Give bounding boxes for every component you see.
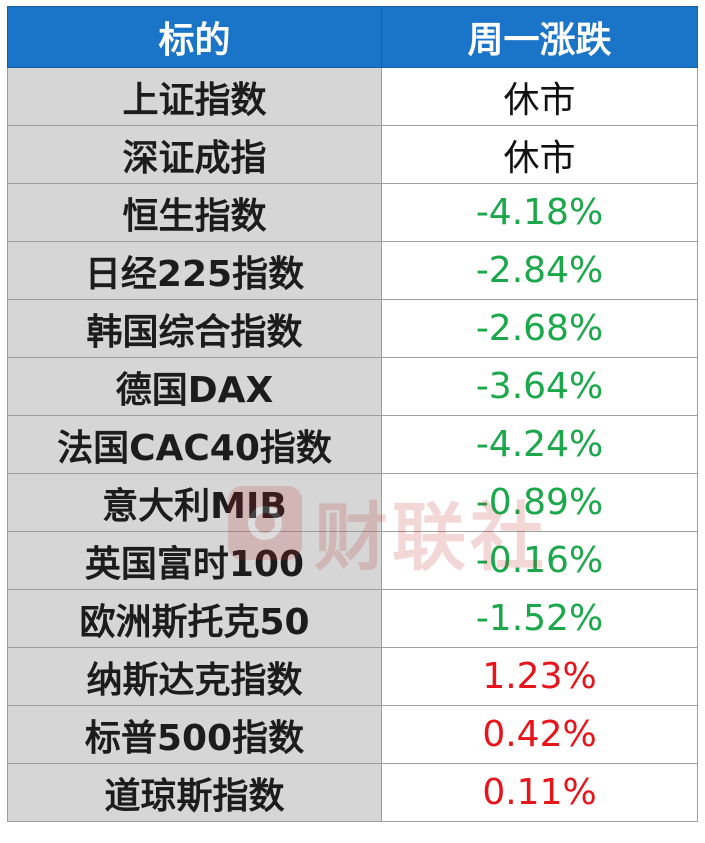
change-value-cell: -2.68% — [381, 299, 698, 358]
change-value-cell: -0.89% — [381, 473, 698, 532]
table-row: 恒生指数 -4.18% — [7, 183, 698, 242]
change-value-cell: -0.16% — [381, 531, 698, 590]
index-name-cell: 恒生指数 — [7, 183, 382, 242]
index-name-cell: 上证指数 — [7, 67, 382, 126]
change-value-cell: -4.18% — [381, 183, 698, 242]
table-row: 道琼斯指数 0.11% — [7, 763, 698, 822]
table-row: 上证指数 休市 — [7, 67, 698, 126]
table-row: 深证成指 休市 — [7, 125, 698, 184]
change-value-cell: -2.84% — [381, 241, 698, 300]
index-name-cell: 道琼斯指数 — [7, 763, 382, 822]
change-value-cell: -4.24% — [381, 415, 698, 474]
index-name-cell: 标普500指数 — [7, 705, 382, 764]
change-value-cell: 0.11% — [381, 763, 698, 822]
index-name-cell: 韩国综合指数 — [7, 299, 382, 358]
column-header-change: 周一涨跌 — [381, 6, 698, 68]
change-value-cell: 0.42% — [381, 705, 698, 764]
index-name-cell: 纳斯达克指数 — [7, 647, 382, 706]
change-value-cell: 1.23% — [381, 647, 698, 706]
table-header-row: 标的 周一涨跌 — [7, 6, 698, 68]
table-row: 英国富时100 -0.16% — [7, 531, 698, 590]
change-value-cell: -1.52% — [381, 589, 698, 648]
column-header-name: 标的 — [7, 6, 382, 68]
index-name-cell: 意大利MIB — [7, 473, 382, 532]
table-row: 韩国综合指数 -2.68% — [7, 299, 698, 358]
change-value-cell: -3.64% — [381, 357, 698, 416]
index-name-cell: 深证成指 — [7, 125, 382, 184]
table-row: 日经225指数 -2.84% — [7, 241, 698, 300]
table-row: 欧洲斯托克50 -1.52% — [7, 589, 698, 648]
table-row: 法国CAC40指数 -4.24% — [7, 415, 698, 474]
index-name-cell: 日经225指数 — [7, 241, 382, 300]
table-row: 标普500指数 0.42% — [7, 705, 698, 764]
index-name-cell: 欧洲斯托克50 — [7, 589, 382, 648]
index-name-cell: 法国CAC40指数 — [7, 415, 382, 474]
index-name-cell: 英国富时100 — [7, 531, 382, 590]
index-change-table: 标的 周一涨跌 上证指数 休市 深证成指 休市 恒生指数 -4.18% 日经22… — [7, 6, 698, 822]
change-value-cell: 休市 — [381, 67, 698, 126]
index-name-cell: 德国DAX — [7, 357, 382, 416]
table-row: 纳斯达克指数 1.23% — [7, 647, 698, 706]
table-row: 德国DAX -3.64% — [7, 357, 698, 416]
change-value-cell: 休市 — [381, 125, 698, 184]
table-row: 意大利MIB -0.89% — [7, 473, 698, 532]
